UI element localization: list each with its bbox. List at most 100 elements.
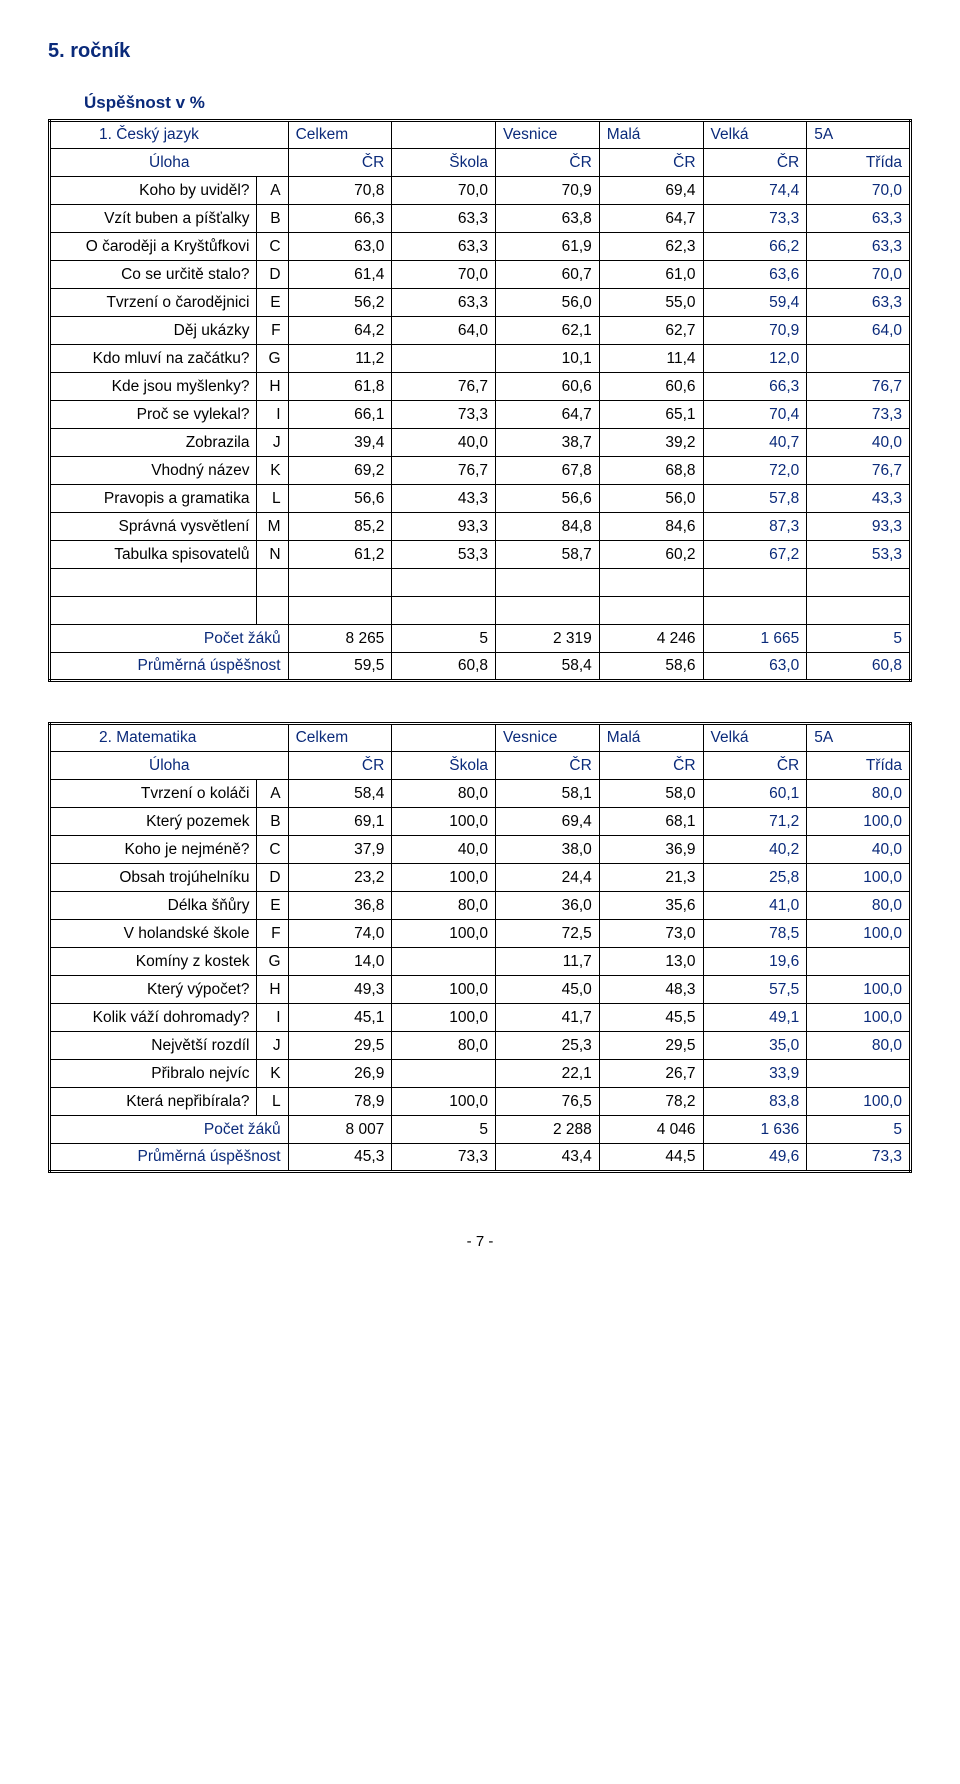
row-letter: C	[257, 233, 288, 261]
cell-value: 61,9	[496, 233, 600, 261]
cell-value: 24,4	[496, 864, 600, 892]
col-group-header: 5A	[807, 121, 911, 149]
cell-value: 93,3	[392, 513, 496, 541]
cell-value: 61,0	[599, 261, 703, 289]
cell-value: 80,0	[392, 780, 496, 808]
col-sub-header: ČR	[496, 149, 600, 177]
table-row: Tvrzení o koláčiA58,480,058,158,060,180,…	[50, 780, 911, 808]
summary-value: 1 636	[703, 1116, 807, 1144]
summary-row: Počet žáků8 00752 2884 0461 6365	[50, 1116, 911, 1144]
table-title: 2. Matematika	[50, 724, 289, 752]
cell-value: 40,0	[807, 836, 911, 864]
cell-value: 64,0	[392, 317, 496, 345]
cell-value: 57,8	[703, 485, 807, 513]
cell-value: 58,4	[288, 780, 392, 808]
cell-value: 53,3	[392, 541, 496, 569]
col-group-header: Velká	[703, 724, 807, 752]
cell-value: 74,0	[288, 920, 392, 948]
summary-row: Počet žáků8 26552 3194 2461 6655	[50, 625, 911, 653]
row-letter: B	[257, 205, 288, 233]
cell-value: 64,2	[288, 317, 392, 345]
row-letter: I	[257, 401, 288, 429]
cell-value: 56,0	[496, 289, 600, 317]
uloha-header: Úloha	[50, 752, 289, 780]
table-row: Který pozemekB69,1100,069,468,171,2100,0	[50, 808, 911, 836]
cell-value: 84,8	[496, 513, 600, 541]
cell-value: 14,0	[288, 948, 392, 976]
row-name: Správná vysvětlení	[50, 513, 257, 541]
cell-value: 10,1	[496, 345, 600, 373]
row-letter: D	[257, 864, 288, 892]
summary-value: 73,3	[807, 1144, 911, 1172]
table-row: Obsah trojúhelníkuD23,2100,024,421,325,8…	[50, 864, 911, 892]
cell-value: 72,0	[703, 457, 807, 485]
cell-value: 100,0	[392, 1004, 496, 1032]
cell-value: 22,1	[496, 1060, 600, 1088]
cell-value: 61,2	[288, 541, 392, 569]
cell-value: 56,6	[496, 485, 600, 513]
subheading: Úspěšnost v %	[84, 93, 912, 113]
cell-value: 36,0	[496, 892, 600, 920]
row-letter: F	[257, 920, 288, 948]
col-sub-header: Škola	[392, 752, 496, 780]
cell-value: 43,3	[807, 485, 911, 513]
cell-value: 39,4	[288, 429, 392, 457]
row-letter: B	[257, 808, 288, 836]
cell-value: 76,7	[807, 373, 911, 401]
col-group-header: Vesnice	[496, 724, 600, 752]
cell-value: 37,9	[288, 836, 392, 864]
summary-value: 4 046	[599, 1116, 703, 1144]
table-row: V holandské školeF74,0100,072,573,078,51…	[50, 920, 911, 948]
cell-value: 70,9	[496, 177, 600, 205]
row-name: Koho by uviděl?	[50, 177, 257, 205]
cell-value: 36,8	[288, 892, 392, 920]
cell-value: 78,9	[288, 1088, 392, 1116]
summary-row: Průměrná úspěšnost59,560,858,458,663,060…	[50, 653, 911, 681]
table-row: Délka šňůryE36,880,036,035,641,080,0	[50, 892, 911, 920]
cell-value: 76,7	[807, 457, 911, 485]
cell-value: 62,1	[496, 317, 600, 345]
cell-value: 63,3	[392, 233, 496, 261]
cell-value: 58,0	[599, 780, 703, 808]
cell-value: 56,6	[288, 485, 392, 513]
table-row: Pravopis a gramatikaL56,643,356,656,057,…	[50, 485, 911, 513]
row-name: Přibralo nejvíc	[50, 1060, 257, 1088]
cell-value: 39,2	[599, 429, 703, 457]
row-letter: L	[257, 1088, 288, 1116]
cell-value: 58,1	[496, 780, 600, 808]
cell-value: 63,3	[807, 233, 911, 261]
cell-value: 72,5	[496, 920, 600, 948]
table-row: Přibralo nejvícK26,922,126,733,9	[50, 1060, 911, 1088]
cell-value: 100,0	[392, 1088, 496, 1116]
cell-value: 64,0	[807, 317, 911, 345]
summary-value: 5	[392, 1116, 496, 1144]
summary-value: 5	[807, 1116, 911, 1144]
summary-value: 59,5	[288, 653, 392, 681]
cell-value: 35,6	[599, 892, 703, 920]
cell-value: 100,0	[392, 864, 496, 892]
table-row: Komíny z kostekG14,011,713,019,6	[50, 948, 911, 976]
cell-value: 84,6	[599, 513, 703, 541]
cell-value: 69,4	[496, 808, 600, 836]
cell-value: 70,0	[392, 261, 496, 289]
cell-value: 11,7	[496, 948, 600, 976]
cell-value: 63,0	[288, 233, 392, 261]
cell-value: 76,7	[392, 373, 496, 401]
table-row: Vzít buben a píšťalkyB66,363,363,864,773…	[50, 205, 911, 233]
row-name: Která nepřibírala?	[50, 1088, 257, 1116]
cell-value: 80,0	[807, 1032, 911, 1060]
row-name: Komíny z kostek	[50, 948, 257, 976]
summary-value: 2 288	[496, 1116, 600, 1144]
cell-value: 61,4	[288, 261, 392, 289]
table-row: Koho je nejméně?C37,940,038,036,940,240,…	[50, 836, 911, 864]
row-letter: J	[257, 1032, 288, 1060]
cell-value: 40,0	[392, 836, 496, 864]
row-letter: H	[257, 976, 288, 1004]
cell-value: 13,0	[599, 948, 703, 976]
row-letter: G	[257, 345, 288, 373]
col-sub-header: Třída	[807, 752, 911, 780]
cell-value	[807, 948, 911, 976]
cell-value: 61,8	[288, 373, 392, 401]
cell-value: 49,3	[288, 976, 392, 1004]
row-letter: K	[257, 1060, 288, 1088]
